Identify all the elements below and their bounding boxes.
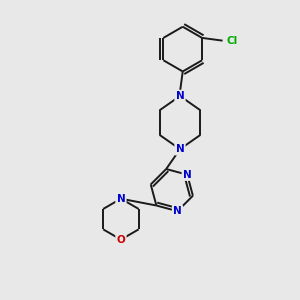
Text: O: O	[117, 235, 125, 244]
Text: N: N	[183, 170, 192, 180]
Text: N: N	[173, 206, 182, 216]
Text: N: N	[117, 194, 125, 204]
Text: N: N	[176, 91, 184, 101]
Text: N: N	[176, 144, 184, 154]
Text: Cl: Cl	[226, 36, 238, 46]
